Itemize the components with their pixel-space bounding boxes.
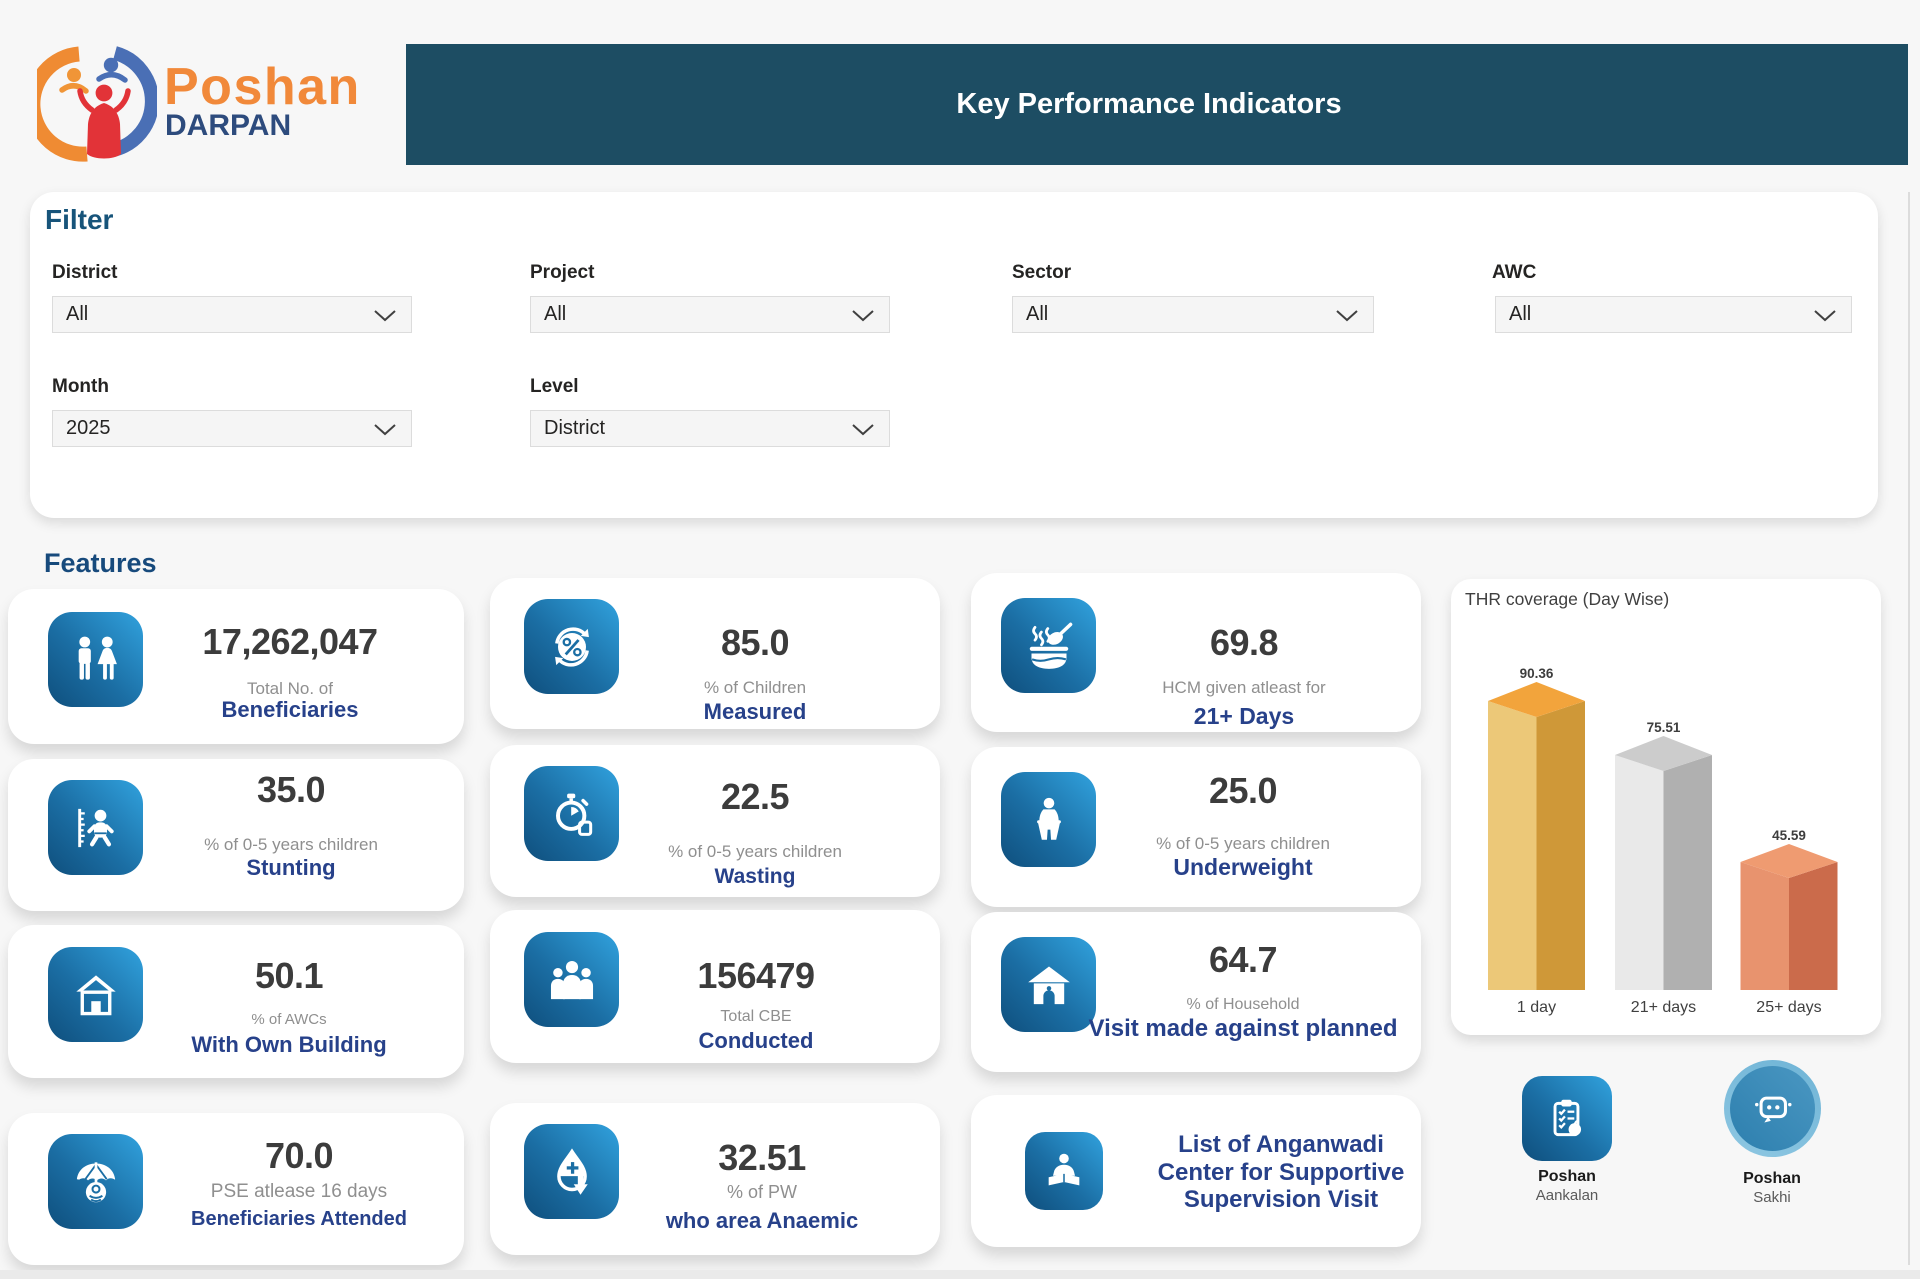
svg-text:90.36: 90.36: [1520, 666, 1554, 681]
svg-text:45.59: 45.59: [1772, 828, 1806, 843]
svg-text:21+ days: 21+ days: [1631, 999, 1696, 1016]
svg-text:25+ days: 25+ days: [1756, 999, 1821, 1016]
svg-text:1 day: 1 day: [1517, 999, 1556, 1016]
svg-text:75.51: 75.51: [1647, 720, 1681, 735]
